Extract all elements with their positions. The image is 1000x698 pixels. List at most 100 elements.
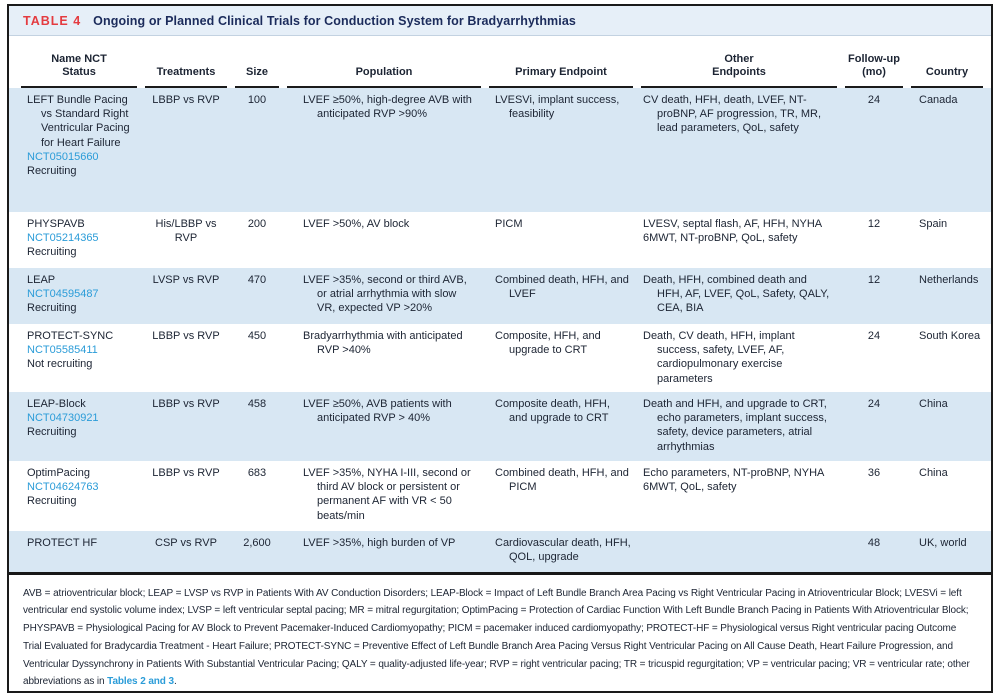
nct-link[interactable]: NCT04730921 — [27, 412, 99, 425]
table-number-tag: TABLE 4 — [23, 14, 82, 28]
trial-name: PROTECT HF — [27, 537, 98, 549]
primary-endpoint-cell: Composite, HFH, and upgrade to CRT — [495, 330, 601, 357]
country-cell: Netherlands — [919, 274, 979, 286]
other-endpoints-line: 6MWT, QoL, safety — [643, 481, 737, 494]
other-endpoints-cell — [637, 531, 841, 572]
treatments-cell: LVSP vs RVP — [152, 274, 220, 286]
primary-endpoint-cell: Composite death, HFH, and upgrade to CRT — [495, 398, 610, 425]
trial-status: Recruiting — [27, 495, 77, 508]
trial-name-cell: LEAP-Block NCT04730921 Recruiting — [17, 392, 141, 461]
trial-name-cell: PROTECT-SYNC NCT05585411 Not recruiting — [17, 324, 141, 392]
trial-name: LEFT Bundle Pacing vs Standard Right Ven… — [27, 94, 130, 149]
column-header-other-endpoints: Other Endpoints — [637, 36, 841, 88]
column-header-followup: Follow-up (mo) — [841, 36, 907, 88]
table-title: Ongoing or Planned Clinical Trials for C… — [93, 14, 576, 28]
other-endpoints-cell: Death and HFH, and upgrade to CRT, echo … — [637, 392, 841, 461]
primary-endpoint-cell: LVESVi, implant success, feasibility — [495, 94, 620, 121]
column-header-size: Size — [231, 36, 283, 88]
column-header-treatments: Treatments — [141, 36, 231, 88]
table-row: PROTECT HF CSP vs RVP 2,600 LVEF >35%, h… — [9, 531, 991, 572]
primary-endpoint-cell: Combined death, HFH, and PICM — [495, 467, 629, 494]
nct-link[interactable]: NCT05585411 — [27, 344, 98, 357]
trial-name-cell: OptimPacing NCT04624763 Recruiting — [17, 461, 141, 531]
primary-endpoint-cell: Combined death, HFH, and LVEF — [495, 274, 629, 301]
column-header-name-nct-status: Name NCT Status — [17, 36, 141, 88]
column-header-population: Population — [283, 36, 485, 88]
table-footnote: AVB = atrioventricular block; LEAP = LVS… — [9, 575, 991, 692]
nct-link[interactable]: NCT05214365 — [27, 232, 99, 245]
table-body: LEFT Bundle Pacing vs Standard Right Ven… — [9, 88, 991, 572]
trial-name: PROTECT-SYNC — [27, 330, 114, 342]
tables-2-and-3-link[interactable]: Tables 2 and 3 — [107, 676, 174, 688]
trial-name-cell: PROTECT HF — [17, 531, 141, 572]
trial-name-cell: LEFT Bundle Pacing vs Standard Right Ven… — [17, 88, 141, 212]
population-cell: Bradyarrhythmia with anticipated RVP >40… — [303, 330, 463, 357]
primary-endpoint-cell: PICM — [495, 218, 523, 230]
other-endpoints-line: Death and HFH, and upgrade to CRT, echo … — [643, 398, 827, 453]
other-endpoints-line: Death, HFH, combined death and HFH, AF, … — [643, 274, 830, 315]
size-cell: 683 — [247, 467, 267, 479]
column-header-primary-endpoint: Primary Endpoint — [485, 36, 637, 88]
treatments-cell: LBBP vs RVP — [152, 398, 220, 410]
table-frame: TABLE 4 Ongoing or Planned Clinical Tria… — [7, 4, 993, 693]
population-cell: LVEF >35%, NYHA I-III, second or third A… — [303, 467, 471, 522]
size-cell: 200 — [247, 218, 267, 230]
nct-link[interactable]: NCT04624763 — [27, 481, 99, 494]
population-cell: LVEF >35%, high burden of VP — [303, 537, 456, 549]
trial-status: Recruiting — [27, 426, 77, 439]
primary-endpoint-cell: Cardiovascular death, HFH, QOL, upgrade — [495, 537, 631, 564]
table-row: LEAP-Block NCT04730921 Recruiting LBBP v… — [9, 392, 991, 461]
column-header-country: Country — [907, 36, 987, 88]
table-header-row: Name NCT Status Treatments Size Populati… — [9, 36, 991, 88]
other-endpoints-cell: Echo parameters, NT-proBNP, NYHA 6MWT, Q… — [637, 461, 841, 531]
country-cell: China — [919, 398, 948, 410]
followup-cell: 24 — [867, 94, 881, 106]
nct-link[interactable]: NCT05015660 — [27, 150, 99, 163]
trial-name: LEAP — [27, 274, 56, 286]
table-row: OptimPacing NCT04624763 Recruiting LBBP … — [9, 461, 991, 531]
nct-link[interactable]: NCT04595487 — [27, 288, 99, 301]
other-endpoints-line: Echo parameters, NT-proBNP, NYHA — [643, 467, 825, 479]
followup-cell: 24 — [867, 398, 881, 410]
other-endpoints-line: Death, CV death, HFH, implant success, s… — [643, 330, 795, 385]
population-cell: LVEF ≥50%, AVB patients with anticipated… — [303, 398, 452, 425]
trial-name: OptimPacing — [27, 467, 90, 479]
treatments-cell: CSP vs RVP — [155, 537, 217, 549]
country-cell: UK, world — [919, 537, 967, 549]
size-cell: 2,600 — [243, 537, 271, 549]
followup-cell: 12 — [867, 218, 881, 230]
size-cell: 100 — [247, 94, 267, 106]
footnote-text: AVB = atrioventricular block; LEAP = LVS… — [23, 587, 970, 688]
size-cell: 458 — [247, 398, 267, 410]
treatments-cell: His/LBBP vs RVP — [155, 218, 217, 245]
other-endpoints-cell: Death, HFH, combined death and HFH, AF, … — [637, 268, 841, 324]
table-title-bar: TABLE 4 Ongoing or Planned Clinical Tria… — [9, 6, 991, 36]
trial-name: PHYSPAVB — [27, 218, 85, 230]
size-cell: 450 — [247, 330, 267, 342]
followup-cell: 24 — [867, 330, 881, 342]
population-cell: LVEF >35%, second or third AVB, or atria… — [303, 274, 467, 315]
other-endpoints-line: 6MWT, NT-proBNP, QoL, safety — [643, 232, 798, 245]
population-cell: LVEF ≥50%, high-degree AVB with anticipa… — [303, 94, 472, 121]
footnote-divider-rule — [9, 572, 991, 575]
treatments-cell: LBBP vs RVP — [152, 330, 220, 342]
treatments-cell: LBBP vs RVP — [152, 94, 220, 106]
other-endpoints-line: CV death, HFH, death, LVEF, NT-proBNP, A… — [643, 94, 822, 135]
trial-name-cell: LEAP NCT04595487 Recruiting — [17, 268, 141, 324]
country-cell: South Korea — [919, 330, 981, 342]
size-cell: 470 — [247, 274, 267, 286]
footnote-text-end: . — [173, 676, 177, 688]
trial-name-cell: PHYSPAVB NCT05214365 Recruiting — [17, 212, 141, 268]
followup-cell: 36 — [867, 467, 881, 479]
trial-status: Not recruiting — [27, 358, 93, 371]
table-row: LEFT Bundle Pacing vs Standard Right Ven… — [9, 88, 991, 212]
population-cell: LVEF >50%, AV block — [303, 218, 410, 230]
country-cell: Canada — [919, 94, 958, 106]
followup-cell: 48 — [867, 537, 881, 549]
other-endpoints-line: LVESV, septal flash, AF, HFH, NYHA — [643, 218, 823, 230]
trial-name: LEAP-Block — [27, 398, 86, 410]
table-row: PROTECT-SYNC NCT05585411 Not recruiting … — [9, 324, 991, 392]
table-row: PHYSPAVB NCT05214365 Recruiting His/LBBP… — [9, 212, 991, 268]
trial-status: Recruiting — [27, 302, 77, 315]
other-endpoints-cell: Death, CV death, HFH, implant success, s… — [637, 324, 841, 392]
